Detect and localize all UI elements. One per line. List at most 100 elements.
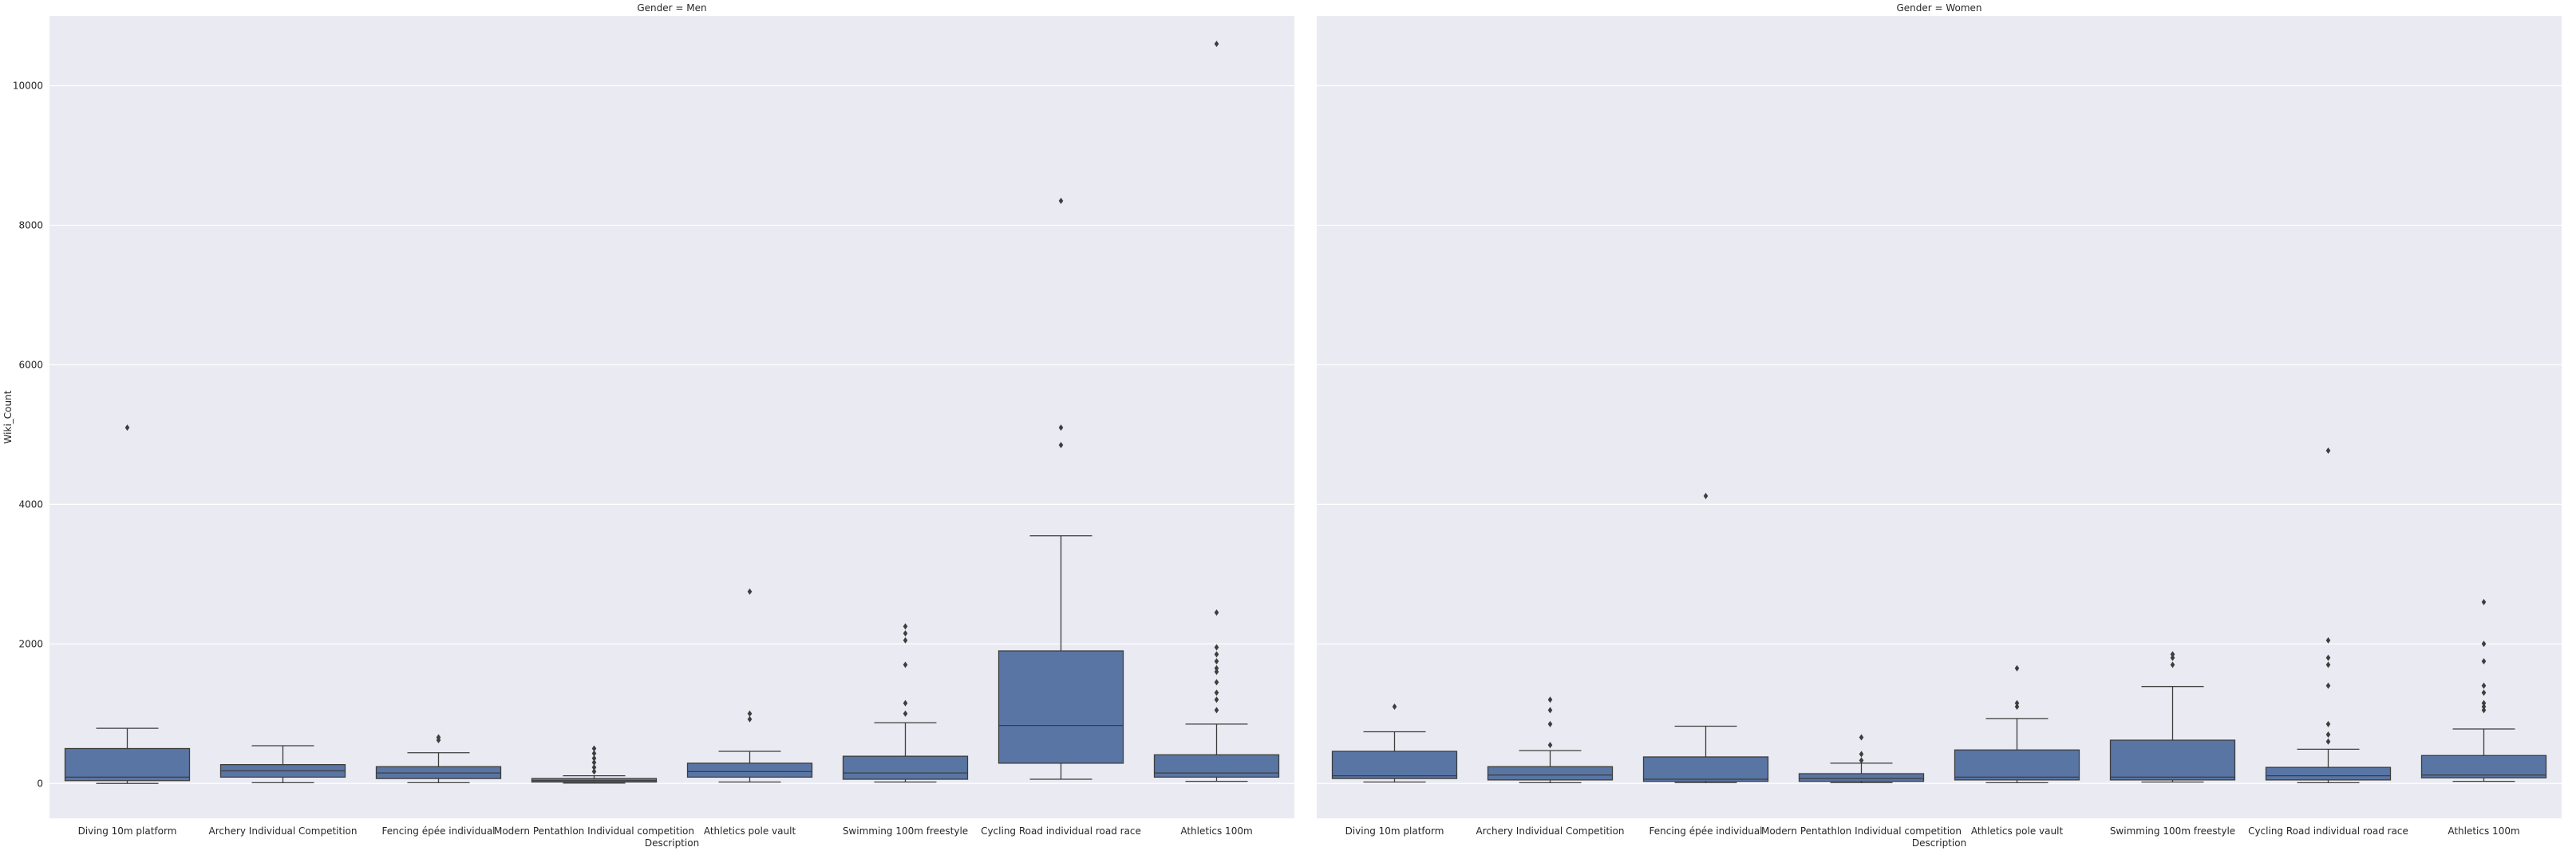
x-tick-label: Athletics pole vault	[1971, 825, 2064, 837]
outlier-point	[2325, 654, 2331, 661]
x-tick-label: Diving 10m platform	[78, 825, 177, 837]
outlier-point	[2325, 731, 2331, 739]
outlier-point	[1214, 707, 1219, 714]
box-group	[2265, 447, 2392, 784]
iqr-box	[64, 747, 191, 782]
x-tick-label: Archery Individual Competition	[1476, 825, 1624, 837]
x-tick-label: Athletics 100m	[2448, 825, 2519, 837]
x-tick-label: Swimming 100m freestyle	[2110, 825, 2235, 837]
outlier-point	[1547, 742, 1553, 749]
outlier-point	[1058, 197, 1064, 204]
y-tick-label: 4000	[18, 498, 43, 510]
outlier-point	[2325, 720, 2331, 727]
box-group	[1642, 492, 1769, 784]
iqr-box	[1798, 773, 1925, 782]
iqr-box	[2265, 766, 2392, 781]
outlier-point	[1214, 658, 1219, 665]
y-tick-label: 0	[37, 778, 43, 789]
iqr-box	[1153, 754, 1280, 778]
outlier-point	[2014, 703, 2020, 711]
panel-title: Gender = Men	[637, 2, 706, 14]
panel-title: Gender = Women	[1896, 2, 1981, 14]
x-tick-label: Diving 10m platform	[1345, 825, 1444, 837]
x-axis-label: Description	[1912, 837, 1966, 849]
iqr-box	[1642, 756, 1769, 782]
iqr-box	[842, 755, 969, 780]
outlier-point	[2014, 664, 2020, 672]
iqr-box	[686, 762, 813, 778]
y-axis-label: Wiki_Count	[2, 390, 14, 443]
box-group	[375, 734, 502, 784]
outlier-point	[2481, 703, 2487, 711]
outlier-point	[591, 755, 597, 762]
outlier-point	[591, 768, 597, 775]
outlier-point	[124, 424, 130, 431]
outlier-point	[1058, 424, 1064, 431]
outlier-point	[1214, 40, 1219, 47]
iqr-box	[1954, 749, 2080, 781]
outlier-point	[747, 710, 753, 717]
outlier-point	[1547, 720, 1553, 727]
outlier-point	[1859, 734, 1864, 741]
outlier-point	[591, 750, 597, 757]
outlier-point	[1214, 651, 1219, 658]
panel-2: Gender = Women Diving 10m platform Archery…	[1317, 2, 2562, 849]
outlier-point	[2325, 738, 2331, 745]
outlier-point	[591, 759, 597, 766]
iqr-box	[1331, 751, 1458, 779]
x-tick-label: Athletics 100m	[1180, 825, 1252, 837]
outlier-point	[1214, 609, 1219, 616]
iqr-box	[2109, 739, 2236, 781]
outlier-point	[591, 764, 597, 771]
outlier-point	[903, 661, 908, 668]
outlier-point	[2481, 707, 2487, 714]
outlier-point	[2481, 598, 2487, 605]
outlier-point	[2325, 682, 2331, 689]
box-group	[842, 623, 969, 783]
box-group	[1153, 40, 1280, 782]
outlier-point	[2325, 447, 2331, 454]
y-tick-label: 2000	[18, 638, 43, 649]
outlier-point	[2325, 636, 2331, 644]
outlier-point	[1058, 441, 1064, 448]
panel-background	[1317, 16, 2562, 818]
box-group	[1487, 696, 1614, 784]
outlier-point	[2481, 640, 2487, 648]
box-group	[2109, 651, 2236, 783]
outlier-point	[903, 699, 908, 707]
iqr-box	[1487, 766, 1614, 781]
outlier-point	[747, 715, 753, 723]
outlier-point	[903, 710, 908, 717]
iqr-box	[998, 650, 1124, 764]
outlier-point	[1703, 492, 1709, 499]
outlier-point	[1214, 668, 1219, 676]
outlier-point	[2170, 651, 2175, 658]
x-tick-label: Cycling Road individual road race	[2248, 825, 2408, 837]
outlier-point	[1547, 696, 1553, 703]
outlier-point	[1214, 679, 1219, 686]
outlier-point	[2170, 661, 2175, 668]
box-group	[998, 197, 1124, 780]
box-group	[1331, 703, 1458, 783]
y-tick-label: 6000	[18, 359, 43, 370]
x-tick-label: Modern Pentathlon Individual competition	[1761, 825, 1962, 837]
outlier-point	[436, 734, 441, 741]
outlier-point	[1214, 644, 1219, 651]
x-tick-label: Archery Individual Competition	[208, 825, 357, 837]
outlier-point	[1547, 707, 1553, 714]
box-group	[2420, 598, 2547, 782]
outlier-point	[2325, 661, 2331, 668]
outlier-point	[2481, 658, 2487, 665]
outlier-point	[2481, 699, 2487, 707]
outlier-point	[1214, 664, 1219, 672]
outlier-point	[2481, 682, 2487, 689]
outlier-point	[903, 636, 908, 644]
outlier-point	[747, 588, 753, 595]
box-group	[531, 745, 658, 784]
outlier-point	[903, 630, 908, 637]
outlier-point	[2170, 654, 2175, 661]
x-tick-label: Athletics pole vault	[704, 825, 796, 837]
outlier-point	[1214, 689, 1219, 696]
